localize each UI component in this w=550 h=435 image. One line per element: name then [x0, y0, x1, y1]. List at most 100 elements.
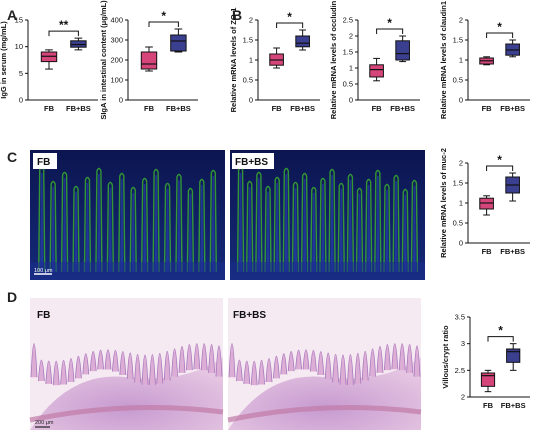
villi-pattern — [30, 166, 225, 280]
villus-core — [85, 183, 89, 272]
villus — [246, 180, 254, 273]
y-tick-label: 0 — [459, 96, 463, 105]
y-tick-label: 1 — [459, 199, 463, 208]
villus — [95, 167, 103, 273]
villus-core — [321, 184, 325, 272]
villus-core — [293, 188, 297, 272]
scale-bar-label: 100 μm — [34, 268, 53, 274]
villus — [118, 172, 126, 273]
category-label: FB+BS — [66, 104, 91, 113]
significance-label: * — [498, 324, 503, 338]
villus — [310, 349, 317, 372]
villus-core — [239, 173, 243, 272]
tissue-section — [227, 343, 422, 430]
image-label-fb: FB — [37, 157, 50, 168]
villus — [228, 343, 236, 378]
y-tick-label: 1.5 — [453, 179, 463, 188]
villus-core — [358, 194, 362, 272]
muscularis — [227, 405, 422, 423]
villus — [273, 176, 281, 273]
muscularis — [29, 405, 224, 423]
category-label: FB+BS — [500, 104, 525, 113]
villus — [374, 169, 382, 273]
category-label: FB+BS — [500, 247, 525, 256]
villus — [300, 172, 309, 273]
y-tick-label: 0 — [249, 96, 253, 105]
box-plot: 2 2.5 3 3.5 Villous/crypt ratio FB FB+BS * — [441, 313, 530, 410]
y-tick-label: 2 — [249, 16, 253, 25]
image-label-fb-bs: FB+BS — [233, 310, 266, 321]
villus — [337, 182, 345, 273]
scale-bar-label: 200 μm — [35, 420, 54, 426]
category-label: FB — [272, 104, 283, 113]
y-tick-label: 1 — [459, 56, 463, 65]
villus — [119, 351, 127, 375]
y-axis-label: Relative mRNA levels of muc-2 — [439, 148, 448, 258]
villus — [198, 178, 206, 273]
y-tick-label: 3.5 — [455, 313, 465, 322]
y-tick-label: 15 — [15, 16, 23, 25]
villus — [364, 178, 373, 273]
y-axis-label: SIgA in intestinal content (μg/mL) — [99, 0, 108, 120]
villi-pattern — [230, 166, 425, 280]
villus-core — [367, 185, 371, 272]
villus — [112, 349, 119, 372]
box — [480, 372, 496, 387]
significance-label: * — [497, 20, 502, 34]
micrograph-fluorescence-fb-bs: FB+BS — [230, 150, 425, 280]
significance-label: * — [287, 10, 292, 24]
villus-core — [284, 174, 288, 272]
villus-core — [51, 187, 55, 272]
box — [369, 64, 384, 78]
villus-core — [330, 175, 334, 272]
villus-core — [131, 193, 135, 272]
category-label: FB+BS — [390, 104, 415, 113]
significance-bracket — [376, 28, 404, 34]
y-axis-label: Relative mRNA levels of claudin1 — [439, 1, 448, 119]
villus — [209, 169, 217, 273]
villus-core — [154, 175, 158, 272]
panel-label-c: C — [7, 149, 17, 165]
villus — [67, 358, 75, 383]
villus-core — [74, 192, 78, 272]
significance-label: ** — [59, 18, 69, 32]
villus-core — [188, 194, 192, 272]
y-tick-label: 2 — [349, 32, 353, 41]
y-tick-label: 0.5 — [343, 80, 353, 89]
y-tick-label: 300 — [110, 36, 123, 45]
villus — [410, 179, 419, 273]
villus — [347, 354, 354, 386]
villus — [89, 351, 97, 372]
villus-core — [403, 195, 407, 272]
crypt-layer — [30, 262, 225, 280]
villus — [383, 183, 391, 273]
y-tick-label: 1.5 — [343, 48, 353, 57]
villus — [208, 344, 215, 373]
y-axis-label: Relative mRNA levels of ZO-1 — [229, 8, 238, 113]
villus — [60, 360, 67, 385]
villus — [82, 353, 90, 375]
y-tick-label: 100 — [110, 76, 123, 85]
villus — [178, 346, 186, 373]
villus — [149, 354, 156, 386]
villus — [163, 182, 172, 273]
category-label: FB — [372, 104, 383, 113]
villus-core — [275, 183, 279, 272]
villus — [287, 351, 295, 372]
villus — [104, 349, 112, 370]
villus — [129, 186, 137, 273]
y-tick-label: 1.5 — [453, 36, 463, 45]
villus — [273, 355, 280, 379]
significance-bracket — [487, 336, 514, 342]
villus — [339, 354, 347, 385]
y-tick-label: 1 — [249, 56, 253, 65]
category-label: FB — [483, 401, 494, 410]
villus — [134, 354, 141, 383]
villus-core — [143, 184, 147, 272]
villus-core — [40, 173, 44, 272]
y-tick-label: 0 — [349, 96, 353, 105]
villus-core — [63, 178, 67, 272]
villus-core — [312, 193, 316, 272]
villus — [186, 187, 195, 273]
